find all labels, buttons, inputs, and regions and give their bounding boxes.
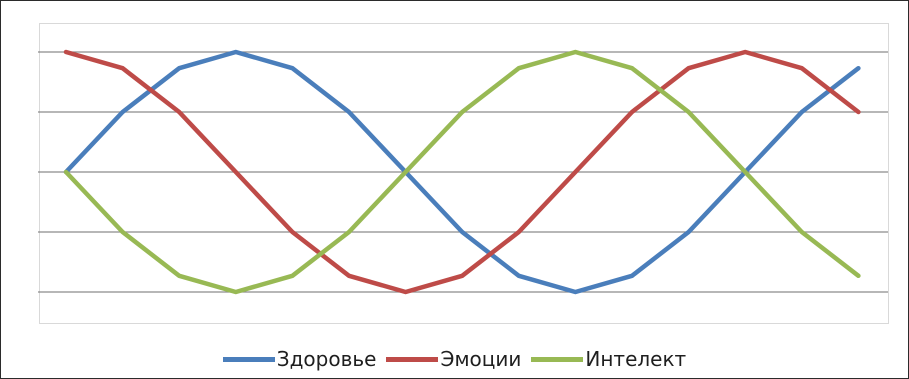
legend-label-intellect: Интелект <box>585 347 687 371</box>
legend-item-health: Здоровье <box>222 347 377 371</box>
legend-label-emotions: Эмоции <box>440 347 522 371</box>
legend-label-health: Здоровье <box>276 347 377 371</box>
legend-swatch-health <box>222 356 275 362</box>
legend-item-emotions: Эмоции <box>386 347 521 371</box>
legend-swatch-emotions <box>386 356 439 362</box>
series-lines <box>63 49 861 295</box>
series-line-2 <box>63 49 861 295</box>
legend: Здоровье Эмоции Интелект <box>0 344 909 374</box>
gridlines <box>38 51 888 293</box>
series-line-0 <box>63 49 861 295</box>
legend-swatch-intellect <box>531 356 584 362</box>
legend-item-intellect: Интелект <box>531 347 686 371</box>
series-line-1 <box>63 49 861 295</box>
